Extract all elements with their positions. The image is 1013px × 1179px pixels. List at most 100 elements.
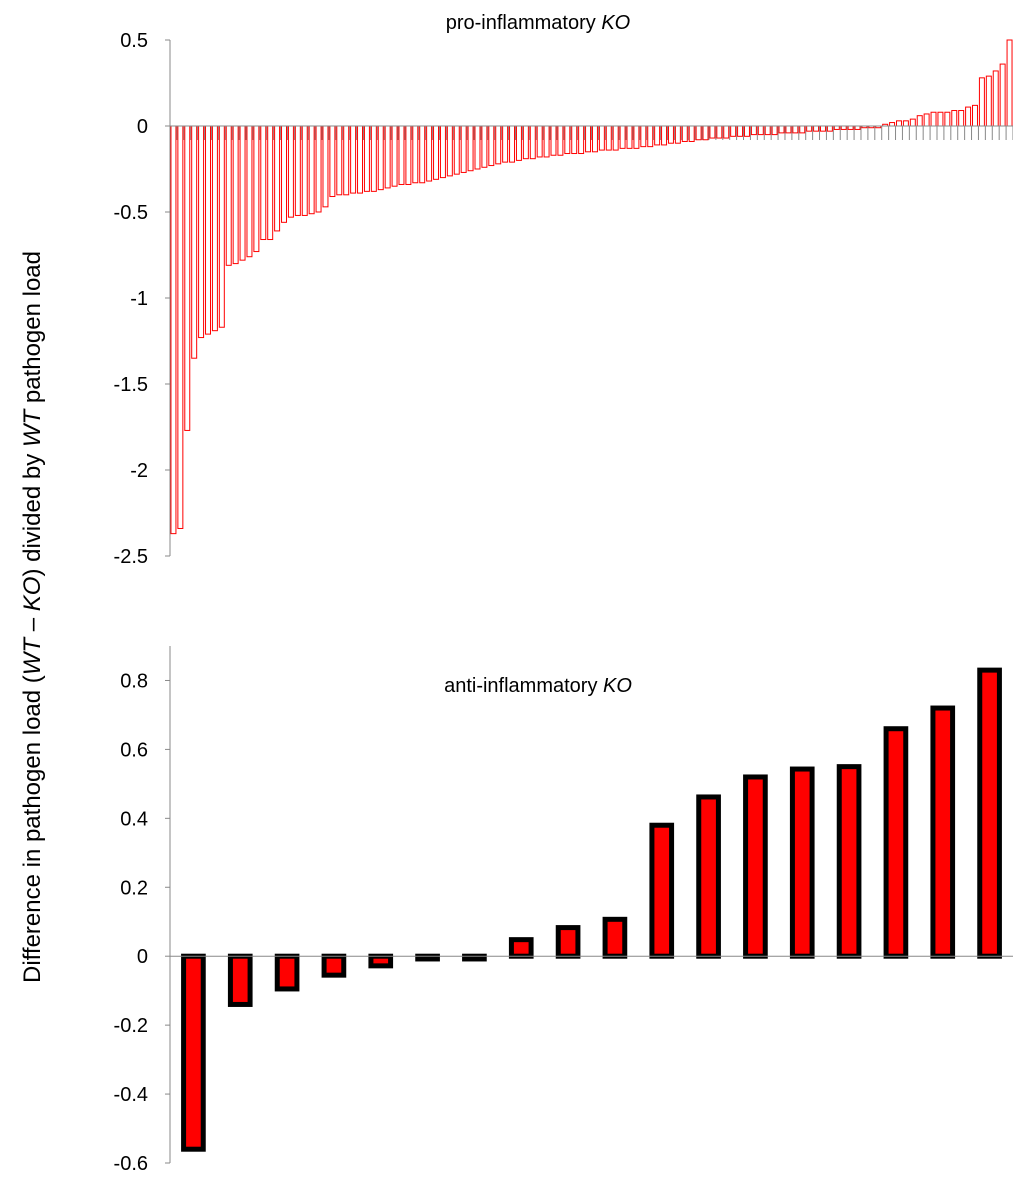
bar bbox=[529, 125, 536, 160]
y-tick-label: 0.2 bbox=[120, 877, 148, 899]
bar bbox=[602, 916, 628, 959]
y-tick-label: -0.2 bbox=[114, 1015, 148, 1037]
bar bbox=[902, 120, 909, 127]
bar bbox=[937, 111, 944, 127]
bar bbox=[999, 63, 1006, 127]
bar bbox=[819, 125, 826, 132]
bar bbox=[633, 125, 640, 149]
bar bbox=[598, 125, 605, 151]
bar bbox=[585, 125, 592, 153]
bar bbox=[674, 125, 681, 144]
bar bbox=[978, 77, 985, 127]
ylabel-part-4: KO bbox=[19, 577, 46, 612]
bar bbox=[951, 110, 958, 127]
y-tick-label: -0.6 bbox=[114, 1153, 148, 1175]
bar bbox=[426, 125, 433, 182]
bar bbox=[557, 125, 564, 156]
bar bbox=[246, 125, 253, 258]
y-axis-label: Difference in pathogen load (WT – KO) di… bbox=[19, 251, 46, 983]
ylabel-part-1: Difference in pathogen load ( bbox=[19, 675, 46, 983]
bar bbox=[750, 125, 757, 136]
bar bbox=[555, 925, 581, 959]
bar bbox=[502, 125, 509, 163]
bar bbox=[412, 125, 419, 184]
bar bbox=[792, 125, 799, 134]
y-tick-label: -1 bbox=[130, 288, 148, 310]
bar bbox=[211, 125, 218, 332]
bar bbox=[308, 125, 315, 215]
bar bbox=[626, 125, 633, 149]
bar bbox=[453, 125, 460, 175]
bar bbox=[889, 122, 896, 127]
bar bbox=[336, 125, 343, 196]
bar bbox=[667, 125, 674, 144]
bar bbox=[647, 125, 654, 148]
bar bbox=[170, 125, 177, 535]
bar bbox=[702, 125, 709, 141]
top-chart-title: pro-inflammatory KO bbox=[446, 12, 631, 34]
bar bbox=[977, 667, 1002, 959]
bar bbox=[757, 125, 764, 136]
bar bbox=[439, 125, 446, 179]
bar bbox=[709, 125, 716, 139]
ylabel-part-7: pathogen load bbox=[19, 251, 46, 410]
bar bbox=[612, 125, 619, 151]
bar bbox=[723, 125, 730, 139]
bar bbox=[260, 125, 267, 241]
bar bbox=[743, 774, 768, 959]
pro-inflammatory-panel: 0.5 0 -0.5 -1 -1.5 -2 -2.5 bbox=[114, 30, 1013, 568]
bar bbox=[536, 125, 543, 158]
bar bbox=[405, 125, 412, 185]
bar bbox=[301, 125, 308, 216]
bottom-title-ko: KO bbox=[603, 675, 632, 697]
bar bbox=[649, 822, 675, 959]
bar bbox=[543, 125, 550, 158]
bar bbox=[508, 937, 534, 959]
y-tick-label: -0.4 bbox=[114, 1084, 148, 1106]
bar bbox=[522, 125, 529, 160]
bar bbox=[294, 125, 301, 216]
bar bbox=[460, 125, 467, 173]
bar bbox=[488, 125, 495, 167]
bar bbox=[778, 125, 785, 134]
bar bbox=[267, 125, 274, 241]
bar bbox=[177, 125, 184, 529]
bar bbox=[743, 125, 750, 137]
bar bbox=[515, 125, 522, 161]
bar bbox=[854, 125, 861, 130]
y-tick-label: 0 bbox=[137, 946, 148, 968]
bar bbox=[640, 125, 647, 148]
bar bbox=[985, 75, 992, 127]
bar bbox=[205, 125, 211, 335]
bar bbox=[764, 125, 771, 136]
y-tick-label: -0.5 bbox=[114, 202, 148, 224]
bar bbox=[322, 125, 329, 208]
bar bbox=[896, 120, 902, 127]
bar bbox=[350, 125, 357, 194]
bar bbox=[315, 125, 322, 213]
bar bbox=[730, 125, 737, 137]
bar bbox=[239, 125, 246, 261]
bar bbox=[384, 125, 391, 189]
bar bbox=[930, 705, 956, 959]
bar bbox=[806, 125, 813, 132]
bar bbox=[826, 125, 833, 132]
bar bbox=[232, 125, 239, 265]
bar bbox=[847, 125, 854, 130]
bar bbox=[474, 125, 481, 170]
ylabel-part-2: WT bbox=[19, 636, 46, 676]
bar bbox=[218, 125, 225, 328]
ylabel-part-6: WT bbox=[19, 407, 46, 447]
bar bbox=[343, 125, 350, 196]
bar bbox=[274, 953, 300, 992]
bar bbox=[813, 125, 820, 132]
bottom-title-text: anti-inflammatory bbox=[444, 675, 603, 697]
bar bbox=[605, 125, 612, 151]
ylabel-part-3: – bbox=[19, 611, 46, 638]
bar bbox=[287, 125, 294, 218]
bar bbox=[571, 125, 578, 155]
bar bbox=[1006, 39, 1013, 127]
bar bbox=[398, 125, 405, 185]
y-tick-label: -1.5 bbox=[114, 374, 148, 396]
